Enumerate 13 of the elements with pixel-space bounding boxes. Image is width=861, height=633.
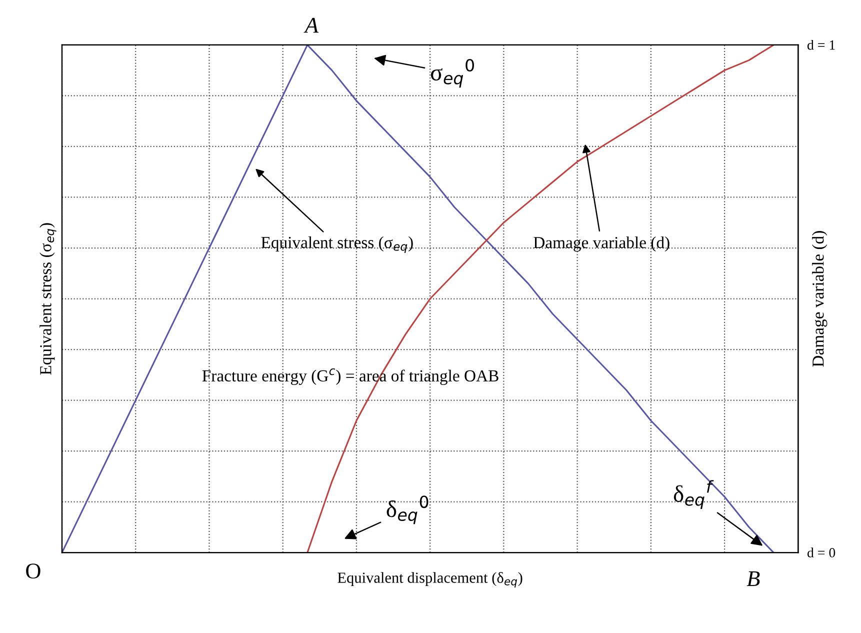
annotation: δ$_{eq}$$^{0}$ (386, 496, 428, 524)
annotation: δ$_{eq}$$^{f}$ (674, 480, 714, 509)
annotation: Damage variable (d) (534, 236, 670, 252)
y-axis-title: Equivalent stress (σ$_{eq}$) (40, 223, 56, 375)
annotation: Equivalent stress (σ$_{eq}$) (261, 236, 413, 254)
text: d = 0 (807, 548, 836, 558)
text: B (746, 571, 760, 586)
x-axis-title: Equivalent displacement (δ$_{eq}$) (338, 572, 522, 588)
text: d = 1 (807, 40, 835, 50)
text: O (26, 564, 40, 579)
text: A (304, 18, 319, 33)
y2-axis-title: Damage variable (d) (812, 231, 828, 367)
annotation: σ$_{eq}$$^{0}$ (430, 58, 474, 88)
